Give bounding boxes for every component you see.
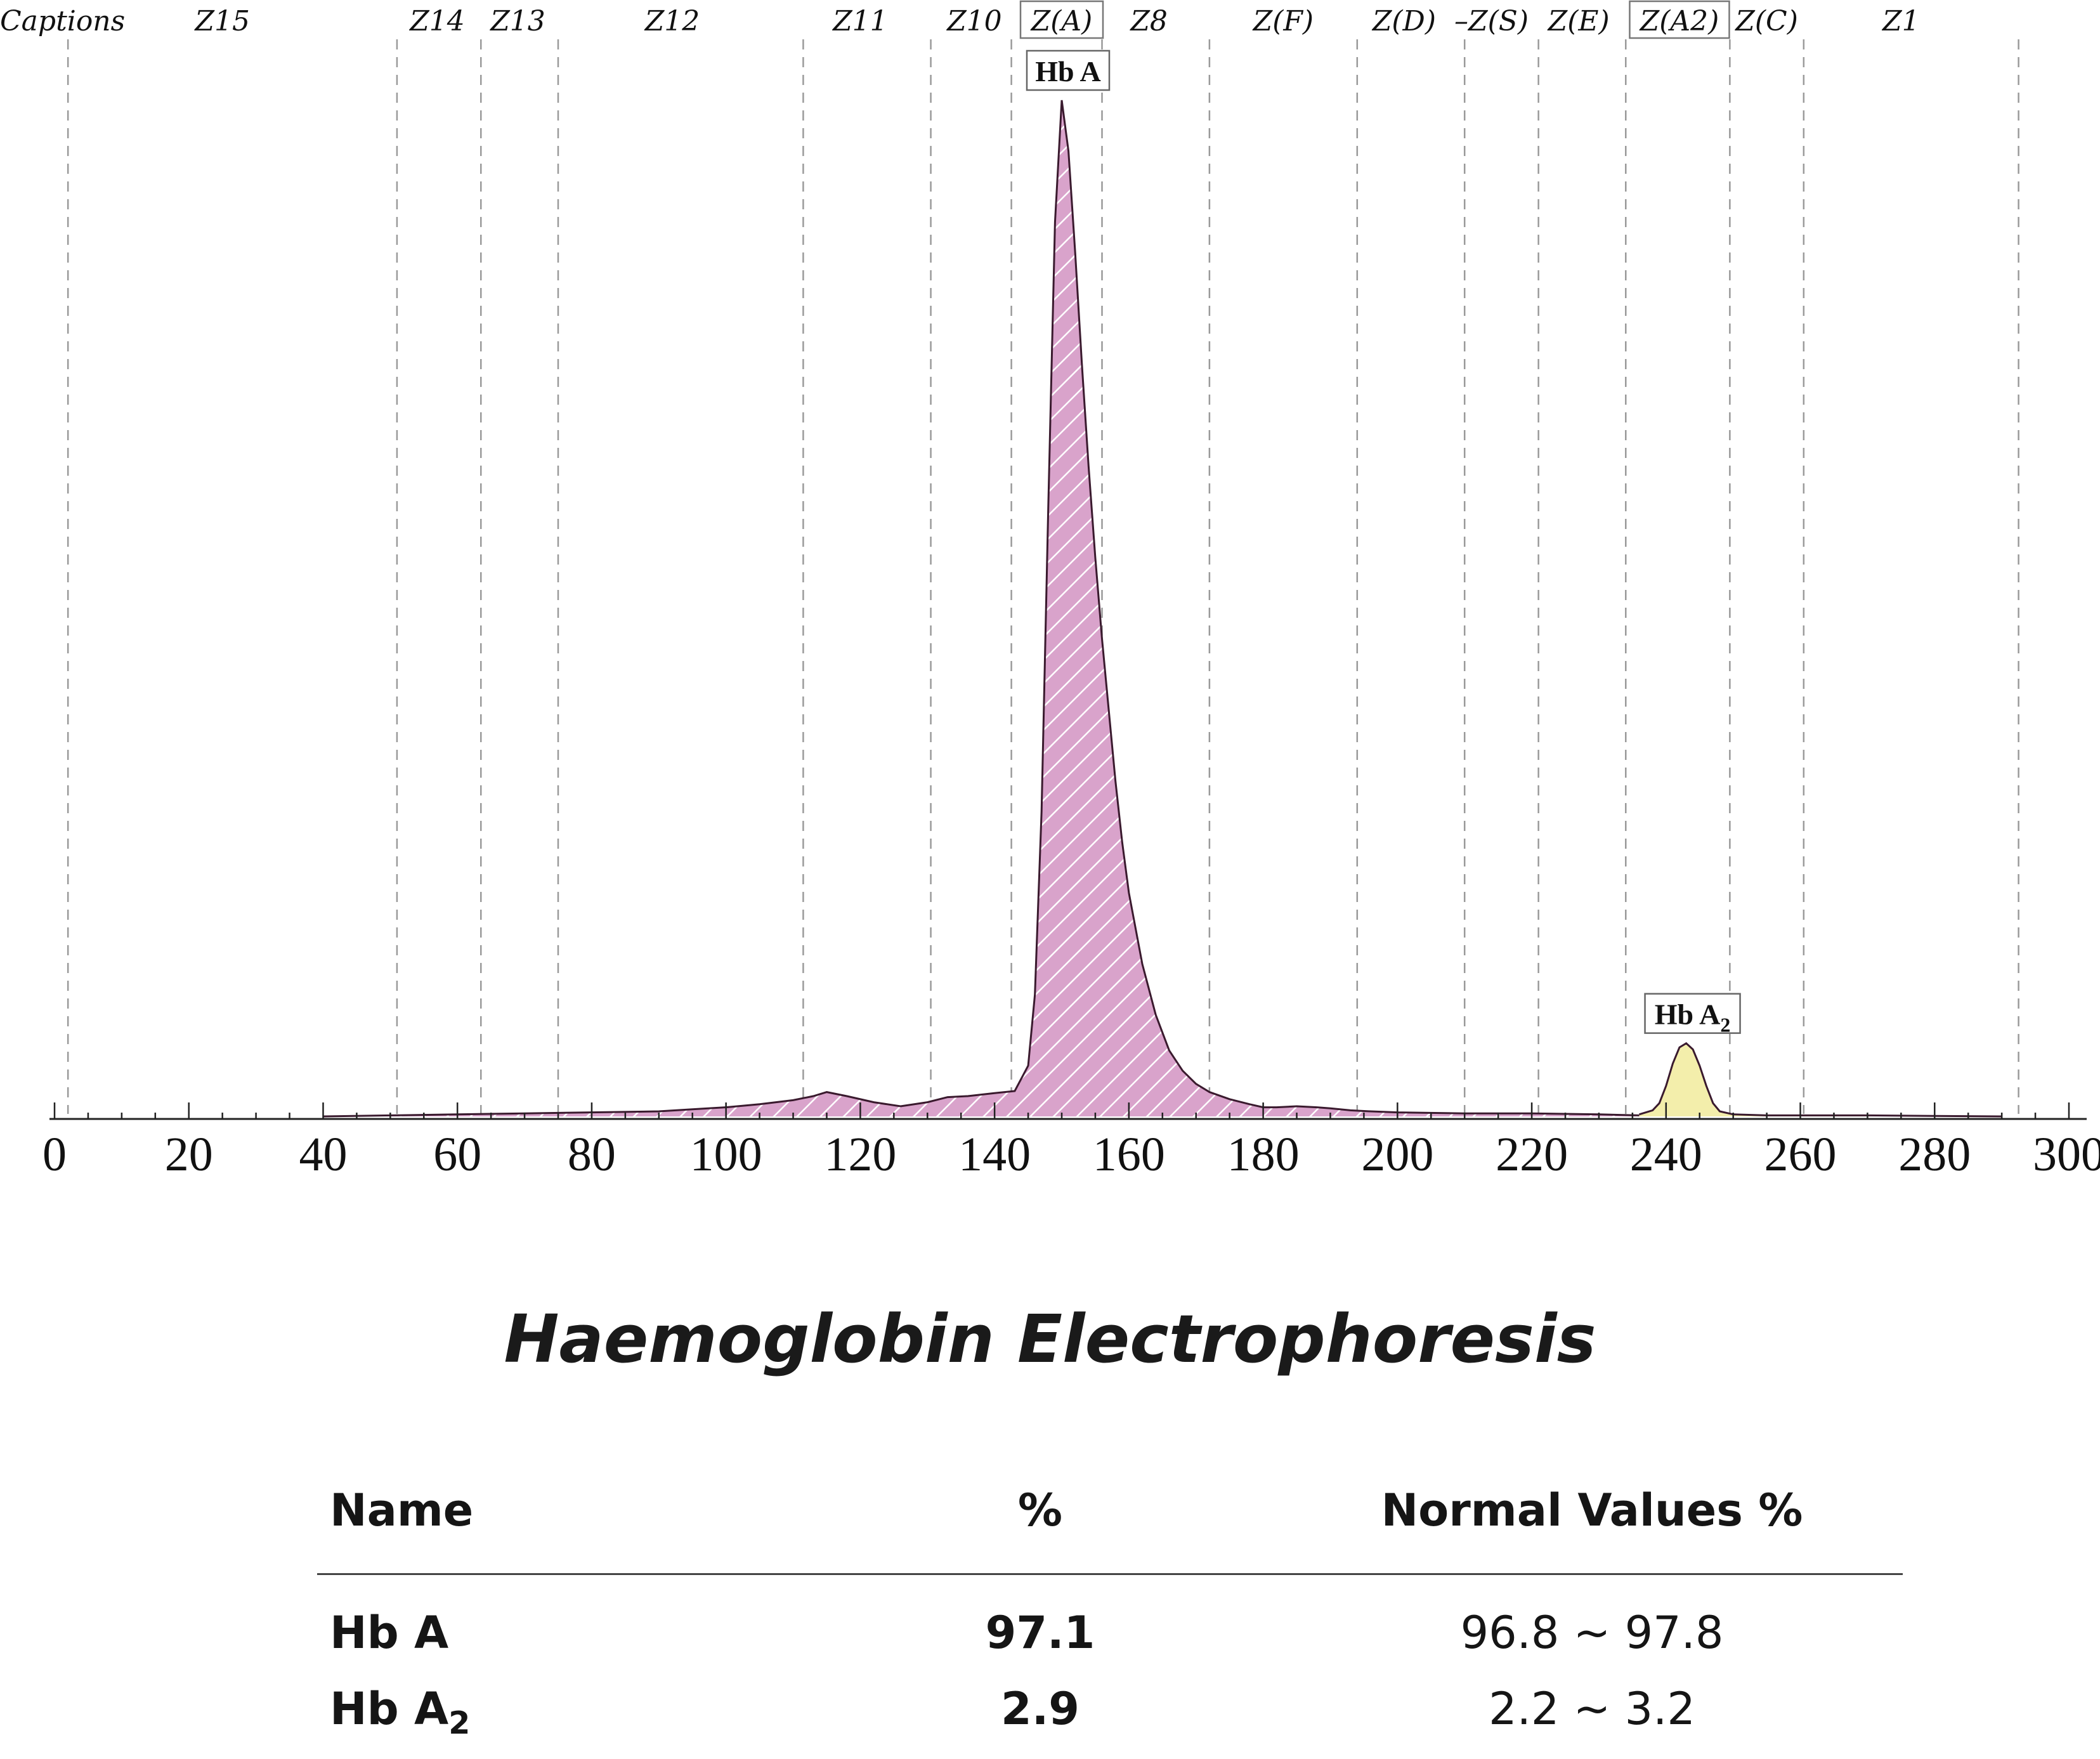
zone-labels: Z15 Z14 Z13 Z12 Z11 Z10 Z(A) Z8 Z(F) Z(D) –Z(S) Z(E… [193,0,1920,39]
zone-label-box [1629,0,1730,39]
header-percent: % [1017,1484,1063,1536]
x-tick-label: 100 [690,1128,762,1181]
peak-label-box [1644,993,1741,1034]
header-divider [317,1573,1903,1575]
row-percent: 2.9 [1000,1683,1079,1735]
zone-label: Z(E) [1547,5,1610,37]
x-tick-label: 180 [1227,1128,1300,1181]
row-percent: 97.1 [985,1607,1095,1659]
x-tick-label: 160 [1093,1128,1165,1181]
x-tick-label: 280 [1898,1128,1971,1181]
x-tick-label: 60 [433,1128,481,1181]
zone-label: –Z(S) [1454,5,1529,37]
peak-label: Hb A2 [1655,998,1731,1036]
zone-divider-lines [67,39,2019,1114]
peak-label: Hb A [1035,55,1101,88]
zone-label: Z15 [193,5,250,37]
zone-label: Z(A) [1030,5,1093,37]
zone-label-box [1019,0,1104,39]
zone-label: Z(A2) [1639,5,1719,37]
row-name: Hb A [330,1607,448,1665]
x-tick-label: 0 [42,1128,67,1181]
table-row: Hb A2 2.9 2.2 ~ 3.2 [317,1683,1903,1759]
peak-area-fill [323,100,1640,1116]
row-name-subscript: 2 [448,1705,471,1741]
x-tick-label: 240 [1630,1128,1702,1181]
zone-label: Z14 [408,5,465,37]
row-name: Hb A2 [330,1683,470,1741]
x-tick-label: 260 [1764,1128,1837,1181]
header-name: Name [330,1484,474,1536]
header-normal-values: Normal Values % [1381,1484,1803,1536]
report-title: Haemoglobin Electrophoresis [504,1300,1596,1378]
x-tick-label: 300 [2033,1128,2100,1181]
peak-area-fill [1639,1043,2002,1116]
peak-labels: Hb A Hb A2 [1026,49,1741,1036]
results-header-row: Name % Normal Values % [317,1484,1903,1560]
x-axis: 0 20 40 60 80 100 120 140 160 180 200 220 240 260 280 3… [42,1102,2100,1181]
zone-label: Z8 [1129,5,1168,37]
peak-label-box [1026,49,1111,91]
x-tick-label: 200 [1361,1128,1433,1181]
density-curve-line [323,100,1640,1118]
zone-label: Z(F) [1252,5,1314,37]
density-curves [323,100,2002,1118]
x-tick-label: 80 [568,1128,616,1181]
x-tick-label: 20 [165,1128,213,1181]
zone-label: Z(D) [1371,5,1436,37]
captions-header: Captions [0,5,125,37]
x-tick-label: 40 [299,1128,347,1181]
x-tick-label: 120 [824,1128,896,1181]
x-tick-label: 140 [958,1128,1031,1181]
zone-label: Z12 [644,5,700,37]
row-name-text: Hb A [330,1607,449,1659]
density-curve-line [1639,1042,2002,1118]
zone-label: Z11 [832,5,888,37]
zone-label: Z13 [489,5,545,37]
electrophoresis-chart: Captions Z15 Z14 Z13 Z12 Z11 Z10 Z(A) Z8 Z(F) Z(D… [0,0,2100,1181]
results-table: Name % Normal Values % Hb A 97.1 96.8 ~ … [317,1484,1903,1759]
zone-label: Z1 [1881,5,1920,37]
row-normal-range: 2.2 ~ 3.2 [1489,1683,1695,1735]
row-name-text: Hb A [330,1683,449,1735]
zone-label: Z10 [946,5,1002,37]
x-tick-label: 220 [1496,1128,1568,1181]
table-row: Hb A 97.1 96.8 ~ 97.8 [317,1607,1903,1683]
zone-label: Z(C) [1734,5,1798,37]
row-normal-range: 96.8 ~ 97.8 [1460,1607,1724,1659]
